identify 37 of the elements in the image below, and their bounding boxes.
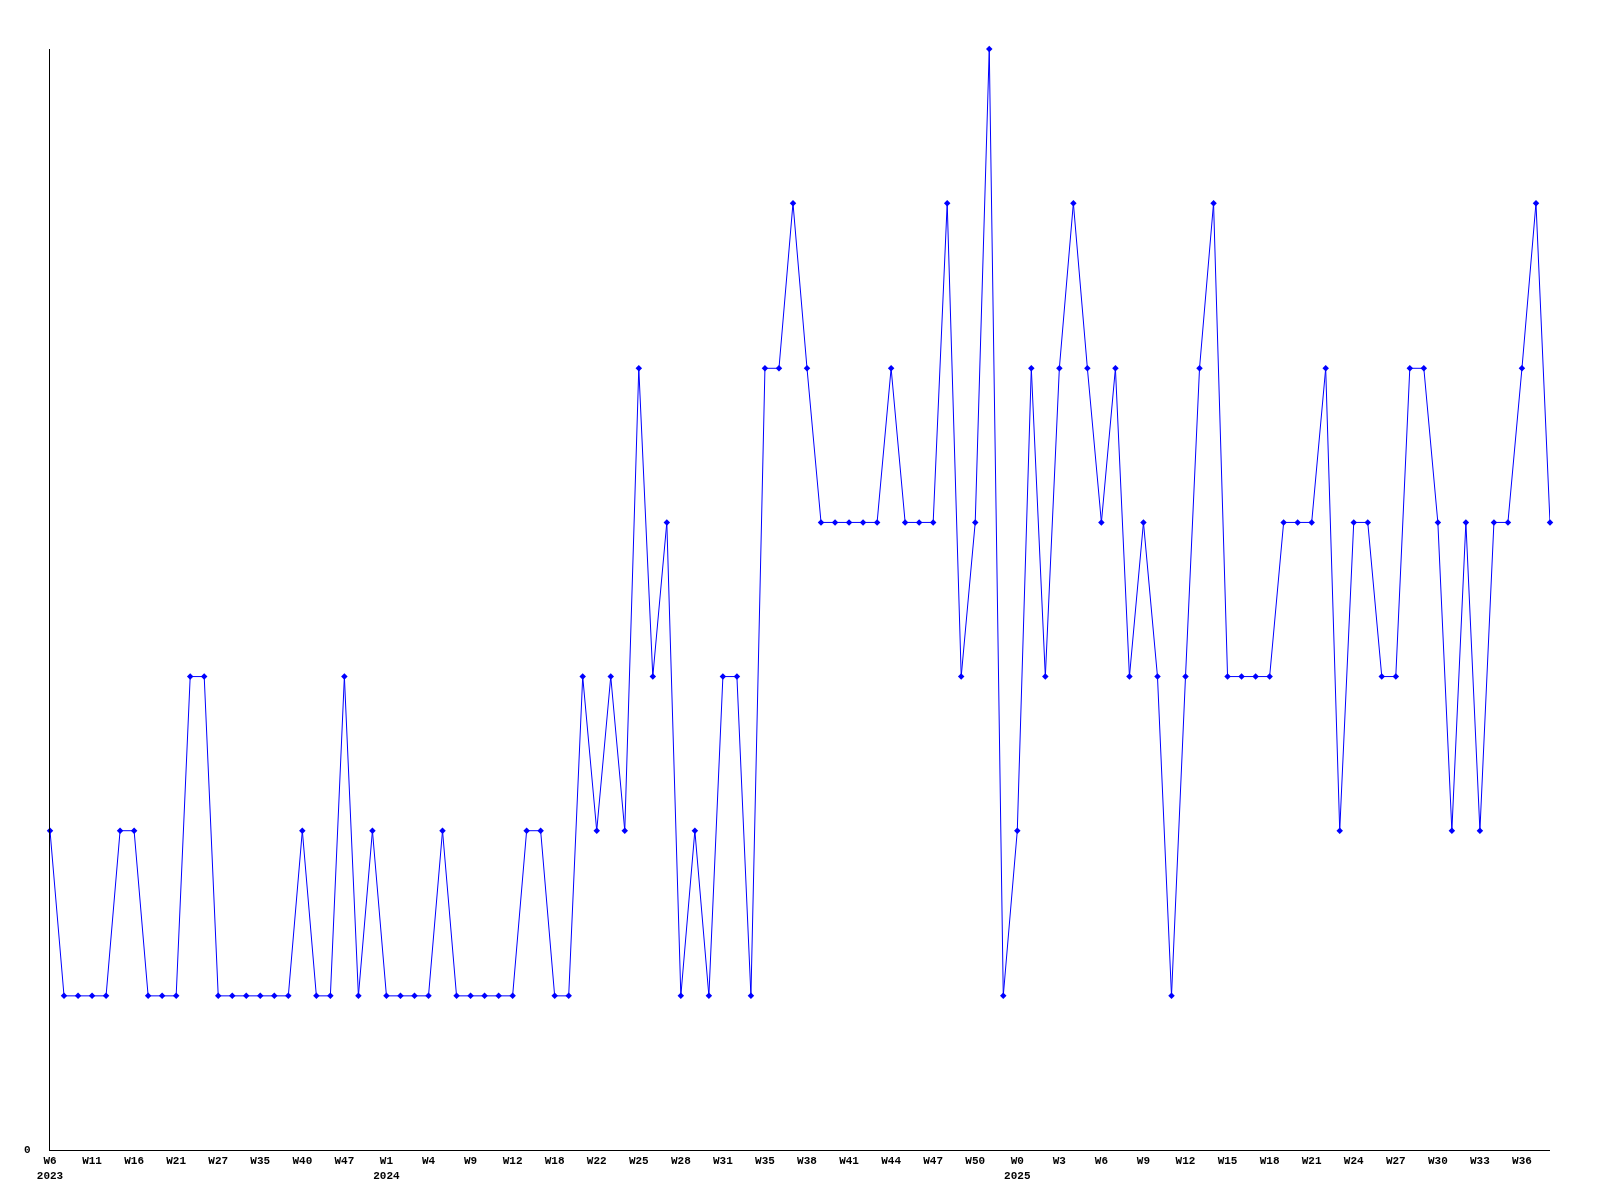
x-tick-label: W38 <box>797 1155 818 1168</box>
x-tick-label: W47 <box>334 1155 355 1168</box>
x-tick-label: W9 <box>1136 1155 1151 1168</box>
x-tick-label: W25 <box>628 1155 650 1168</box>
x-tick-label: W12 <box>502 1155 523 1168</box>
x-tick-label: W27 <box>1385 1155 1406 1168</box>
x-tick-label: W24 <box>1343 1155 1365 1168</box>
x-tick-label: W4 <box>421 1155 436 1168</box>
x-tick-label: W21 <box>1301 1155 1322 1168</box>
x-tick-label: W47 <box>923 1155 944 1168</box>
x-tick-label: W21 <box>166 1155 187 1168</box>
x-tick-label: W33 <box>1470 1155 1491 1168</box>
x-tick-label: W9 <box>463 1155 478 1168</box>
x-tick-label: W0 2025 <box>1004 1155 1031 1182</box>
x-tick-label: W12 <box>1175 1155 1196 1168</box>
x-tick-label: W27 <box>208 1155 229 1168</box>
x-tick-label: W1 2024 <box>373 1155 401 1182</box>
x-tick-label: W3 <box>1052 1155 1067 1168</box>
x-tick-label: W18 <box>544 1155 565 1168</box>
x-tick-label: W16 <box>124 1155 145 1168</box>
x-tick-label: W30 <box>1427 1155 1448 1168</box>
x-tick-label: W44 <box>881 1155 902 1168</box>
x-tick-label: W11 <box>82 1155 103 1168</box>
x-tick-label: W31 <box>712 1155 734 1168</box>
x-tick-label: W22 <box>586 1155 607 1168</box>
x-tick-label: W50 <box>965 1155 986 1168</box>
x-tick-label: W40 <box>292 1155 313 1168</box>
x-tick-label: W36 <box>1512 1155 1532 1168</box>
x-tick-label: W35 <box>250 1155 271 1168</box>
x-tick-label: W35 <box>755 1155 776 1168</box>
x-tick-label: W18 <box>1259 1155 1280 1168</box>
x-tick-label: W6 2023 <box>36 1155 64 1182</box>
text: 0 <box>24 1144 31 1156</box>
x-tick-label: W15 <box>1217 1155 1238 1168</box>
x-tick-label: W28 <box>670 1155 692 1168</box>
x-tick-label: W6 <box>1094 1155 1108 1168</box>
x-tick-label: W41 <box>839 1155 860 1168</box>
